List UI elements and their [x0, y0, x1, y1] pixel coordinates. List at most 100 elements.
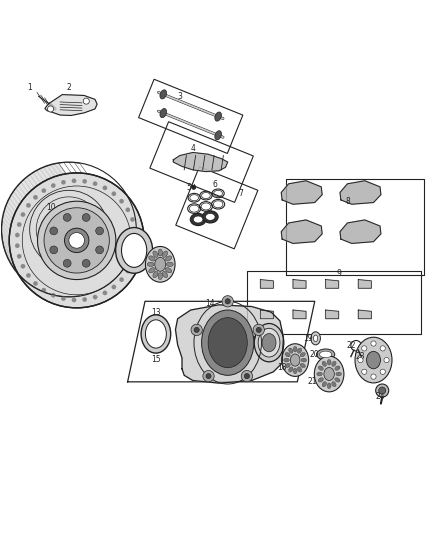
Ellipse shape	[317, 349, 335, 360]
Circle shape	[15, 233, 19, 237]
Text: 3: 3	[177, 92, 182, 101]
Text: 15: 15	[151, 356, 161, 365]
Polygon shape	[6, 254, 15, 269]
Ellipse shape	[215, 112, 222, 121]
Ellipse shape	[322, 361, 327, 367]
Circle shape	[379, 387, 386, 394]
Polygon shape	[16, 185, 26, 199]
Ellipse shape	[318, 366, 323, 370]
Circle shape	[256, 327, 261, 333]
Circle shape	[194, 327, 199, 333]
Circle shape	[82, 214, 90, 221]
Text: 1: 1	[27, 83, 32, 92]
Polygon shape	[11, 191, 21, 205]
Circle shape	[51, 293, 56, 297]
Polygon shape	[5, 251, 14, 265]
Polygon shape	[33, 171, 44, 183]
Circle shape	[222, 296, 233, 307]
Ellipse shape	[327, 383, 331, 389]
Circle shape	[42, 288, 46, 292]
Circle shape	[44, 208, 110, 273]
Ellipse shape	[297, 348, 302, 353]
Ellipse shape	[332, 382, 336, 387]
Polygon shape	[325, 279, 339, 288]
Ellipse shape	[262, 334, 276, 352]
Text: 8: 8	[345, 197, 350, 206]
Ellipse shape	[318, 378, 323, 382]
Ellipse shape	[166, 262, 173, 266]
Ellipse shape	[149, 256, 155, 261]
Ellipse shape	[289, 348, 293, 353]
Ellipse shape	[155, 257, 166, 271]
Ellipse shape	[121, 233, 147, 268]
Circle shape	[134, 238, 138, 243]
Ellipse shape	[160, 90, 166, 99]
Ellipse shape	[258, 328, 280, 357]
Ellipse shape	[336, 372, 342, 376]
Polygon shape	[18, 274, 28, 288]
Polygon shape	[325, 310, 339, 319]
Circle shape	[371, 341, 376, 346]
Circle shape	[203, 370, 214, 382]
Ellipse shape	[158, 249, 162, 256]
Circle shape	[133, 249, 138, 253]
Circle shape	[17, 254, 21, 259]
Polygon shape	[2, 220, 10, 235]
Polygon shape	[7, 198, 17, 212]
Circle shape	[112, 191, 116, 196]
Polygon shape	[2, 216, 11, 231]
Circle shape	[72, 179, 76, 183]
Circle shape	[206, 374, 211, 379]
Circle shape	[17, 222, 21, 227]
Circle shape	[120, 199, 124, 203]
Ellipse shape	[215, 131, 222, 140]
Text: 9: 9	[336, 269, 341, 278]
Polygon shape	[45, 94, 97, 116]
Circle shape	[64, 228, 89, 253]
Polygon shape	[30, 285, 41, 297]
Text: 12: 12	[147, 257, 156, 266]
Circle shape	[134, 238, 138, 243]
Text: 7: 7	[239, 189, 244, 198]
Circle shape	[50, 227, 58, 235]
Ellipse shape	[335, 378, 340, 382]
Circle shape	[51, 183, 56, 188]
Polygon shape	[340, 181, 381, 204]
Polygon shape	[1, 228, 9, 243]
Ellipse shape	[289, 367, 293, 372]
Polygon shape	[43, 166, 55, 178]
Polygon shape	[30, 172, 41, 185]
Ellipse shape	[300, 364, 305, 368]
Polygon shape	[173, 152, 228, 172]
Polygon shape	[9, 195, 19, 208]
Polygon shape	[16, 271, 26, 285]
Text: 21: 21	[308, 377, 317, 386]
Circle shape	[83, 98, 89, 104]
Ellipse shape	[297, 367, 302, 372]
Ellipse shape	[153, 251, 158, 257]
Polygon shape	[358, 310, 371, 319]
Circle shape	[380, 346, 385, 351]
Circle shape	[126, 269, 130, 273]
Polygon shape	[176, 305, 283, 383]
Circle shape	[384, 358, 389, 362]
Polygon shape	[27, 282, 38, 295]
Ellipse shape	[145, 320, 166, 348]
Ellipse shape	[311, 332, 321, 345]
Circle shape	[82, 179, 87, 183]
Circle shape	[131, 259, 134, 263]
Polygon shape	[260, 279, 273, 288]
Ellipse shape	[285, 364, 290, 368]
Text: 10: 10	[46, 203, 56, 212]
Ellipse shape	[116, 228, 152, 273]
Ellipse shape	[145, 246, 175, 282]
Circle shape	[15, 244, 19, 248]
Polygon shape	[4, 247, 13, 262]
Ellipse shape	[165, 268, 172, 273]
Ellipse shape	[162, 251, 168, 257]
Circle shape	[26, 203, 31, 207]
Circle shape	[69, 232, 85, 248]
Ellipse shape	[205, 213, 215, 220]
Polygon shape	[1, 224, 10, 238]
Ellipse shape	[355, 337, 392, 383]
